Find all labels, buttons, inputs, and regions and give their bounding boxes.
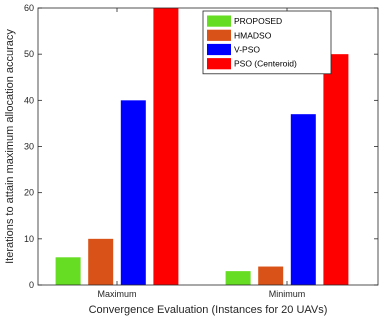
- y-tick-label: 0: [29, 280, 34, 290]
- y-tick-label: 10: [24, 234, 34, 244]
- y-tick-label: 60: [24, 3, 34, 13]
- y-tick-label: 40: [24, 95, 34, 105]
- legend-label: V-PSO: [234, 45, 260, 55]
- plot-frame: [37, 7, 379, 286]
- legend-swatch: [207, 15, 231, 27]
- x-tick-label: Maximum: [97, 289, 136, 299]
- bar-proposed-maximum: [55, 257, 81, 285]
- bar-proposed-minimum: [225, 271, 251, 285]
- bar-v-pso-minimum: [290, 114, 316, 285]
- y-axis-label: Iterations to attain maximum allocation …: [4, 29, 16, 264]
- legend-label: HMADSO: [234, 30, 272, 40]
- legend: PROPOSED HMADSO V-PSO PSO (Centeroid): [202, 10, 332, 75]
- y-tick-label: 30: [24, 142, 34, 152]
- legend-swatch: [207, 29, 231, 41]
- bar-pso-centeroid-maximum: [153, 8, 179, 285]
- bar-hmadso-maximum: [88, 238, 114, 285]
- legend-label: PSO (Centeroid): [234, 59, 297, 69]
- y-tick-label: 50: [24, 49, 34, 59]
- legend-swatch: [207, 58, 231, 70]
- bar-pso-centeroid-minimum: [323, 54, 349, 285]
- legend-label: PROPOSED: [234, 16, 282, 26]
- y-tick-label: 20: [24, 188, 34, 198]
- bar-v-pso-maximum: [120, 100, 146, 285]
- x-axis-label: Convergence Evaluation (Instances for 20…: [89, 304, 328, 316]
- x-tick-label: Minimum: [269, 289, 306, 299]
- legend-swatch: [207, 43, 231, 56]
- bar-hmadso-minimum: [258, 266, 284, 285]
